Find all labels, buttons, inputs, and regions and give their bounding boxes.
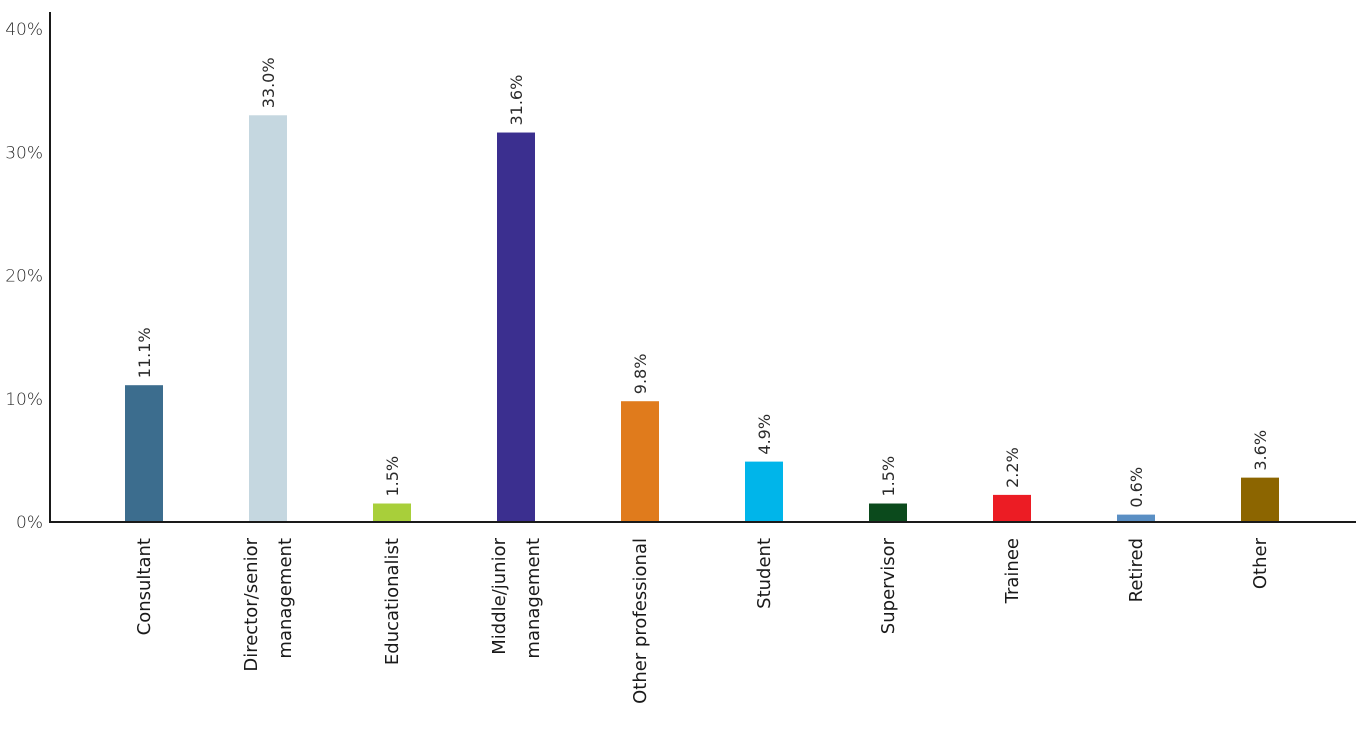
bar bbox=[1241, 477, 1279, 522]
category-label: Trainee bbox=[1002, 538, 1023, 604]
data-label: 11.1% bbox=[135, 327, 154, 378]
bar bbox=[249, 115, 287, 523]
bar bbox=[373, 503, 411, 522]
category-label: management bbox=[523, 538, 544, 659]
bar bbox=[869, 503, 907, 522]
y-tick-label: 20% bbox=[5, 267, 43, 287]
category-label: Other professional bbox=[630, 538, 651, 704]
category-labels: Consultant Director/senior management Educa… bbox=[134, 537, 1271, 704]
data-label: 1.5% bbox=[879, 456, 898, 497]
bar bbox=[1117, 514, 1155, 522]
category-label: Educationalist bbox=[382, 538, 403, 665]
data-label: 9.8% bbox=[631, 354, 650, 395]
data-label: 1.5% bbox=[383, 456, 402, 497]
bar bbox=[745, 461, 783, 522]
y-tick-label: 40% bbox=[5, 20, 43, 40]
bar bbox=[621, 401, 659, 522]
bars bbox=[125, 115, 1279, 523]
category-label: Supervisor bbox=[878, 537, 899, 634]
data-labels: 11.1% 33.0% 1.5% 31.6% 9.8% 4.9% 1.5% 2.2% 0.6% 3… bbox=[135, 57, 1270, 507]
category-label: Retired bbox=[1126, 538, 1147, 602]
data-label: 2.2% bbox=[1003, 447, 1022, 488]
y-tick-label: 10% bbox=[5, 390, 43, 410]
bar bbox=[497, 132, 535, 522]
bar bbox=[993, 494, 1031, 522]
bar bbox=[125, 385, 163, 522]
y-tick-label: 0% bbox=[16, 513, 43, 533]
category-label: management bbox=[275, 538, 296, 659]
data-label: 33.0% bbox=[259, 57, 278, 108]
category-label: Student bbox=[754, 538, 775, 609]
category-label: Other bbox=[1250, 537, 1271, 589]
category-label: Consultant bbox=[134, 538, 155, 635]
y-axis-ticks: 0% 10% 20% 30% 40% bbox=[5, 20, 43, 533]
y-tick-label: 30% bbox=[5, 143, 43, 163]
category-label: Director/senior bbox=[241, 537, 262, 671]
data-label: 4.9% bbox=[755, 414, 774, 455]
data-label: 3.6% bbox=[1251, 430, 1270, 471]
data-label: 0.6% bbox=[1127, 467, 1146, 508]
category-label: Middle/junior bbox=[489, 537, 510, 654]
data-label: 31.6% bbox=[507, 75, 526, 126]
